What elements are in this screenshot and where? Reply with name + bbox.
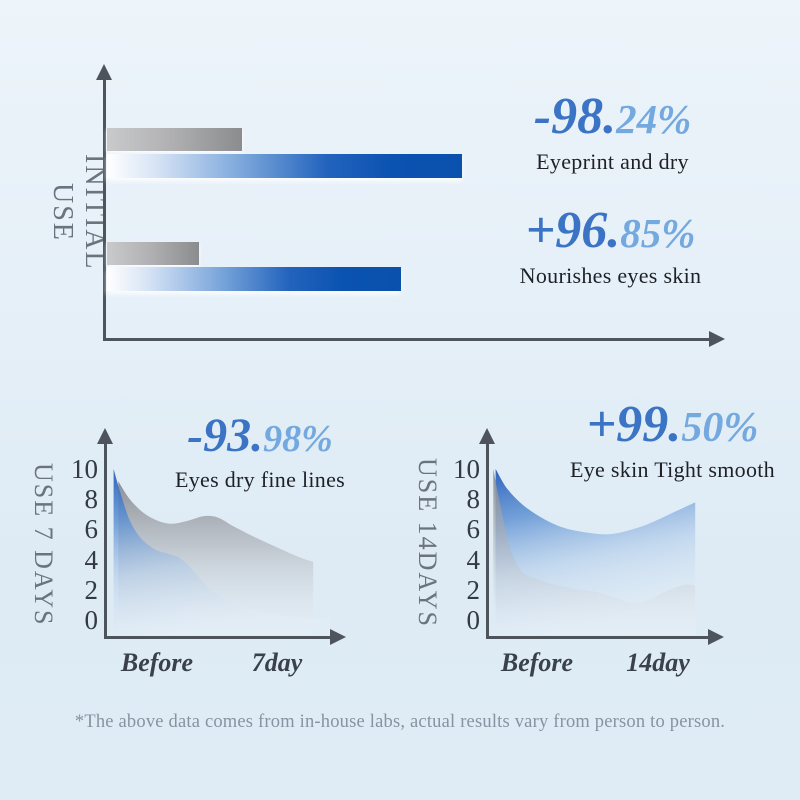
tick-label: 2: [84, 574, 99, 605]
bar-after-nourish: [107, 267, 401, 291]
tick-label: 4: [466, 544, 481, 575]
use-14-days-y-axis: [486, 444, 489, 638]
stat-value: -93.98%: [155, 409, 365, 462]
initial-use-y-axis-arrow-icon: [96, 64, 112, 80]
stat-value-fraction: 98%: [263, 418, 333, 460]
bar-before-eyeprint: [107, 128, 242, 151]
tick-label: 0: [466, 604, 481, 635]
initial-use-x-axis: [103, 338, 711, 341]
tick-label: 0: [84, 604, 99, 635]
initial-use-y-axis: [103, 80, 106, 340]
stat-value: +99.50%: [560, 398, 785, 451]
stat-value: -98.24%: [505, 90, 720, 143]
tick-label: 2: [466, 574, 481, 605]
use-7-days-side-label: USE 7 DAYS: [29, 463, 58, 627]
stat-value-main: +96.: [525, 202, 621, 259]
tick-label: 4: [84, 544, 99, 575]
stat-value: +96.85%: [498, 204, 723, 257]
use-7-days-area-chart: [113, 469, 330, 635]
use-14-days-x-axis: [486, 636, 710, 639]
initial-use-side-label: INITIAL USE: [47, 153, 110, 271]
stat-value-main: -98.: [533, 88, 617, 145]
use-14-days-x-label-14day: 14day: [626, 648, 690, 677]
stat-value-fraction: 85%: [620, 210, 696, 256]
use-14-days-area-chart: [493, 469, 696, 635]
use-7-days-y-axis-arrow-icon: [97, 428, 113, 444]
use-14-days-side-label: USE 14DAYS: [413, 458, 442, 629]
use-14-days-x-axis-arrow-icon: [708, 629, 724, 645]
tick-label: 8: [84, 484, 99, 515]
use-7-days-x-axis: [104, 636, 332, 639]
initial-use-x-axis-arrow-icon: [709, 331, 725, 347]
stat-value-fraction: 50%: [681, 405, 759, 451]
use-14-days-y-ticks: 10 8 6 4 2 0: [438, 456, 480, 634]
stat-eyeprint-and-dry: -98.24% Eyeprint and dry: [505, 90, 720, 175]
use-7-days-y-ticks: 10 8 6 4 2 0: [56, 456, 98, 634]
tick-label: 8: [466, 484, 481, 515]
stat-eye-skin-tight-smooth: +99.50% Eye skin Tight smooth: [560, 398, 785, 483]
stat-caption: Eyes dry fine lines: [174, 466, 346, 492]
stat-caption: Eyeprint and dry: [536, 149, 689, 175]
bar-after-eyeprint: [107, 154, 462, 178]
blue-area-series: [113, 469, 330, 635]
tick-label: 10: [71, 454, 98, 484]
bar-before-nourish: [107, 242, 199, 265]
stat-eyes-dry-fine-lines: -93.98% Eyes dry fine lines: [155, 409, 365, 493]
stat-value-main: +99.: [586, 396, 682, 453]
use-7-days-x-label-before: Before: [120, 648, 194, 677]
tick-label: 6: [84, 514, 99, 545]
footnote: *The above data comes from in-house labs…: [74, 712, 726, 732]
stat-caption: Eye skin Tight smooth: [570, 457, 775, 483]
gray-area-series: [493, 469, 696, 635]
stat-nourishes-eyes-skin: +96.85% Nourishes eyes skin: [498, 204, 723, 289]
tick-label: 6: [466, 514, 481, 545]
stat-value-fraction: 24%: [616, 96, 692, 142]
tick-label: 10: [453, 454, 480, 484]
use-14-days-x-label-before: Before: [500, 648, 574, 677]
initial-use-bar-track: [107, 120, 719, 340]
use-7-days-x-axis-arrow-icon: [330, 629, 346, 645]
use-7-days-x-label-7day: 7day: [251, 648, 303, 677]
stat-value-main: -93.: [187, 409, 264, 462]
stat-caption: Nourishes eyes skin: [519, 263, 702, 289]
use-14-days-y-axis-arrow-icon: [479, 428, 495, 444]
use-7-days-y-axis: [104, 444, 107, 638]
